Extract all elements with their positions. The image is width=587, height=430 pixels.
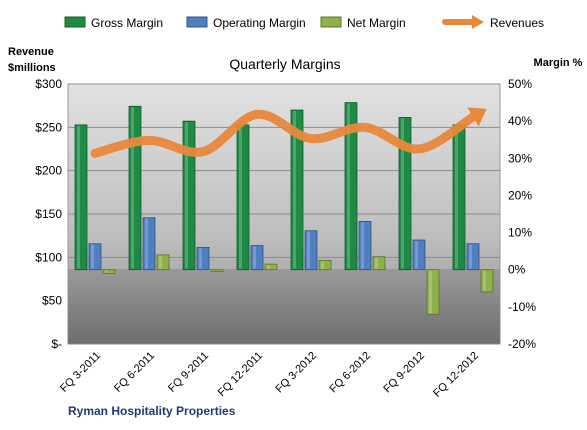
bar-gross-margin <box>182 120 196 271</box>
left-axis-ticks: $- $50 $100 $150 $200 $250 $300 <box>35 77 62 351</box>
left-tick-label: $200 <box>35 164 62 178</box>
bar-gross-margin <box>236 124 250 271</box>
bar-highlight <box>361 222 364 269</box>
bar-highlight <box>77 125 80 269</box>
category-label: FQ 9-2011 <box>166 350 211 395</box>
right-tick-label: 10% <box>508 226 532 240</box>
left-tick-label: $100 <box>35 250 62 264</box>
bar-net-margin <box>372 256 386 271</box>
legend-arrow-revenues <box>472 15 484 29</box>
bar-highlight <box>159 255 162 269</box>
bar-highlight <box>307 231 310 269</box>
revenues-arrowhead <box>467 107 487 127</box>
bar-highlight <box>455 125 458 269</box>
company-name: Ryman Hospitality Properties <box>68 404 236 418</box>
category-labels: FQ 3-2011 FQ 6-2011 FQ 9-2011 FQ 12-2011 FQ … <box>58 350 481 400</box>
left-tick-label: $- <box>51 337 62 351</box>
category-label: FQ 12-2012 <box>431 350 481 400</box>
revenue-line-layer <box>90 107 487 158</box>
bar-net-margin <box>156 254 170 271</box>
bar-operating-margin <box>142 217 156 271</box>
left-axis-label-line2: $millions <box>8 62 56 74</box>
bar-highlight <box>253 246 256 269</box>
right-axis-ticks: -20% -10% 0% 10% 20% 30% 40% 50% <box>508 77 536 351</box>
legend-label-operating-margin: Operating Margin <box>213 16 306 30</box>
legend: Gross Margin Operating Margin Net Margin… <box>64 15 544 30</box>
bar-highlight <box>239 125 242 269</box>
bar-highlight <box>401 118 404 269</box>
bar-gross-margin <box>128 105 142 271</box>
bar-highlight <box>415 241 418 269</box>
category-label: FQ 6-2011 <box>112 350 157 395</box>
bar-net-margin <box>210 269 224 272</box>
bar-gross-margin <box>452 124 466 271</box>
legend-swatch-operating-margin <box>186 16 208 28</box>
bar-operating-margin <box>358 221 372 271</box>
bar-gross-margin <box>290 109 304 271</box>
bar-highlight <box>483 270 486 291</box>
bar-highlight <box>321 261 324 269</box>
right-tick-label: -10% <box>508 300 536 314</box>
revenues-line <box>90 109 478 158</box>
right-tick-label: 30% <box>508 151 532 165</box>
bar-highlight <box>145 218 148 269</box>
bar-net-margin <box>426 269 440 315</box>
bar-operating-margin <box>466 243 480 271</box>
left-axis-label-line1: Revenue <box>8 46 54 58</box>
bar-operating-margin <box>88 243 102 271</box>
left-tick-label: $50 <box>42 294 62 308</box>
category-label: FQ 6-2012 <box>327 350 373 396</box>
chart-title: Quarterly Margins <box>229 56 340 72</box>
bar-highlight <box>267 265 270 269</box>
bar-highlight <box>131 107 134 269</box>
bar-highlight <box>293 111 296 269</box>
bar-net-margin <box>102 269 116 274</box>
bar-operating-margin <box>304 230 318 271</box>
bar-gross-margin <box>344 102 358 271</box>
bar-gross-margin <box>398 117 412 271</box>
bar-operating-margin <box>412 239 426 271</box>
bar-highlight <box>185 122 188 269</box>
right-tick-label: 40% <box>508 114 532 128</box>
bar-highlight <box>347 103 350 269</box>
bar-highlight <box>375 257 378 269</box>
category-label: FQ 9-2012 <box>381 350 427 396</box>
legend-label-revenues: Revenues <box>490 16 544 30</box>
bar-highlight <box>429 270 432 314</box>
left-tick-label: $150 <box>35 207 62 221</box>
category-label: FQ 12-2011 <box>216 350 265 399</box>
right-tick-label: 20% <box>508 188 532 202</box>
legend-label-net-margin: Net Margin <box>347 16 406 30</box>
right-tick-label: 50% <box>508 77 532 91</box>
right-axis-label: Margin % <box>534 57 583 69</box>
legend-swatch-gross-margin <box>64 16 86 28</box>
bar-operating-margin <box>196 247 210 271</box>
right-tick-label: 0% <box>508 263 526 277</box>
bar-net-margin <box>480 269 494 293</box>
left-tick-label: $300 <box>35 77 62 91</box>
category-label: FQ 3-2011 <box>58 350 103 395</box>
bar-operating-margin <box>250 245 264 271</box>
bar-highlight <box>105 270 108 273</box>
bar-net-margin <box>318 260 332 271</box>
legend-label-gross-margin: Gross Margin <box>91 16 163 30</box>
bar-highlight <box>91 244 94 269</box>
bars-layer <box>74 102 494 315</box>
bar-highlight <box>469 244 472 269</box>
bar-gross-margin <box>74 124 88 271</box>
legend-swatch-net-margin <box>320 16 342 28</box>
right-tick-label: -20% <box>508 337 536 351</box>
bar-highlight <box>199 248 202 269</box>
left-tick-label: $250 <box>35 120 62 134</box>
bar-net-margin <box>264 263 278 271</box>
category-label: FQ 3-2012 <box>273 350 319 396</box>
